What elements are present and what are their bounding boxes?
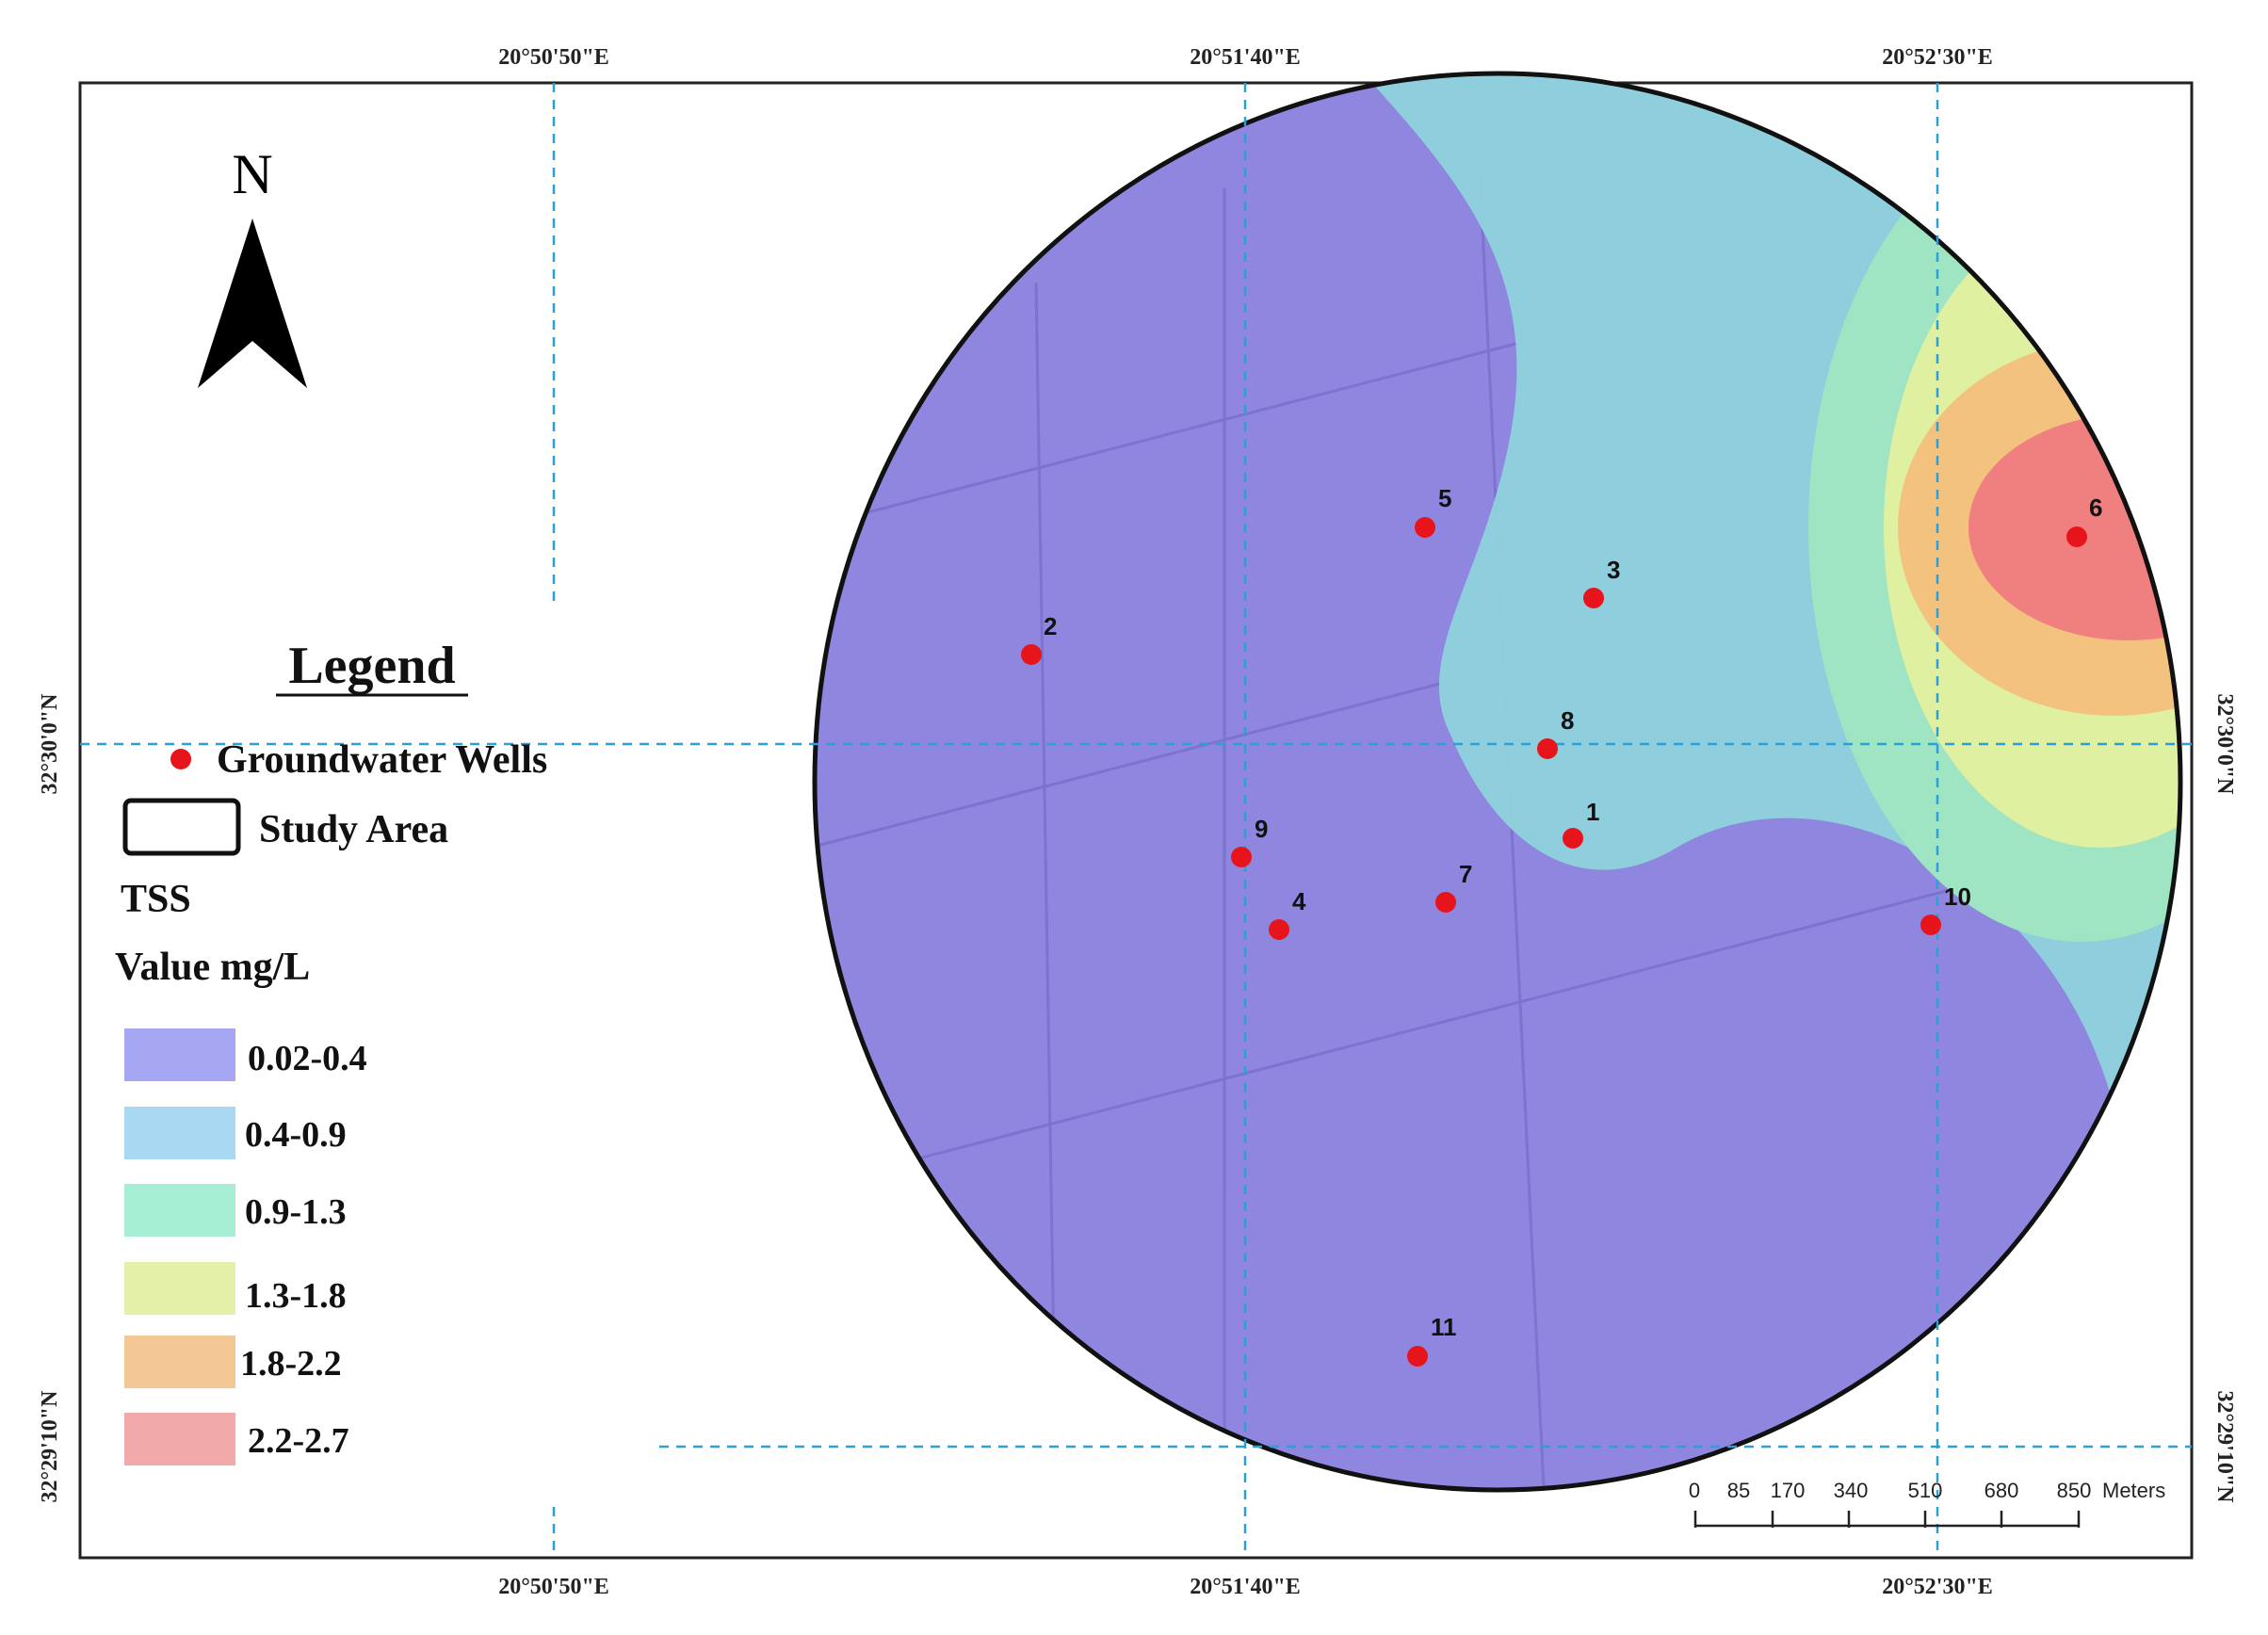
- coord-bottom-3: 20°52'30"E: [1882, 1575, 1993, 1599]
- well-label-10: 10: [1944, 882, 1971, 911]
- legend-unit-label: Value mg/L: [115, 946, 310, 989]
- well-6[interactable]: 6: [2066, 494, 2102, 547]
- class-label-5: 1.8-2.2: [240, 1344, 342, 1384]
- coord-left-2: 32°29'10"N: [38, 1390, 62, 1503]
- north-arrow: N: [198, 143, 307, 388]
- well-11[interactable]: 11: [1407, 1313, 1457, 1367]
- north-label: N: [232, 143, 272, 205]
- class-swatch-5: [124, 1336, 235, 1388]
- class-swatch-6: [124, 1413, 235, 1465]
- graticule: [80, 83, 2192, 1558]
- legend-variable: TSS: [121, 878, 191, 921]
- class-swatch-4: [124, 1262, 235, 1315]
- study-area-surface: [815, 73, 2180, 1490]
- well-9[interactable]: 9: [1231, 815, 1268, 867]
- legend-well-symbol: [170, 749, 191, 769]
- well-label-2: 2: [1044, 612, 1057, 640]
- scale-tick-850: 850: [2057, 1479, 2092, 1502]
- scale-tick-85: 85: [1727, 1479, 1750, 1502]
- scale-unit: Meters: [2102, 1479, 2165, 1502]
- well-1[interactable]: 1: [1563, 798, 1599, 849]
- scale-bar: 0 85 170 340 510 680 850 Meters: [1689, 1479, 2165, 1528]
- class-label-3: 0.9-1.3: [245, 1192, 347, 1232]
- legend-study-area-symbol: [122, 798, 241, 856]
- well-label-11: 11: [1431, 1313, 1457, 1341]
- class-label-4: 1.3-1.8: [245, 1276, 347, 1316]
- coord-bottom-2: 20°51'40"E: [1190, 1575, 1301, 1599]
- well-label-5: 5: [1438, 484, 1451, 512]
- north-arrow-icon: [198, 219, 307, 388]
- coord-top-3: 20°52'30"E: [1882, 45, 1993, 70]
- scale-tick-170: 170: [1771, 1479, 1806, 1502]
- coord-top-2: 20°51'40"E: [1190, 45, 1301, 70]
- well-5[interactable]: 5: [1415, 484, 1451, 538]
- legend-study-area-label: Study Area: [259, 808, 448, 851]
- class-swatch-2: [124, 1107, 235, 1159]
- class-label-2: 0.4-0.9: [245, 1115, 347, 1155]
- class-label-1: 0.02-0.4: [248, 1039, 367, 1078]
- class-swatch-1: [124, 1028, 235, 1081]
- scale-tick-340: 340: [1834, 1479, 1869, 1502]
- study-area-boundary: [812, 71, 2183, 1493]
- well-label-4: 4: [1292, 887, 1306, 915]
- coord-bottom-1: 20°50'50"E: [498, 1575, 609, 1599]
- coord-right-2: 32°29'10"N: [2212, 1391, 2237, 1504]
- well-label-1: 1: [1586, 798, 1599, 826]
- groundwater-wells: 1 2 3 4 5 6 7 8 9 10 11: [1021, 484, 2102, 1367]
- scale-tick-0: 0: [1689, 1479, 1700, 1502]
- well-label-6: 6: [2089, 494, 2102, 522]
- scale-tick-510: 510: [1908, 1479, 1943, 1502]
- coordinate-labels: 20°50'50"E 20°51'40"E 20°52'30"E 20°50'5…: [38, 45, 2237, 1599]
- well-8[interactable]: 8: [1537, 706, 1574, 759]
- coord-right-1: 32°30'0"N: [2212, 694, 2237, 796]
- class-swatch-3: [124, 1184, 235, 1237]
- well-3[interactable]: 3: [1583, 556, 1620, 608]
- well-label-7: 7: [1459, 860, 1472, 888]
- legend-classes: 0.02-0.4 0.4-0.9 0.9-1.3 1.3-1.8 1.8-2.2…: [124, 1028, 367, 1465]
- coord-left-1: 32°30'0"N: [38, 693, 62, 795]
- well-4[interactable]: 4: [1269, 887, 1306, 940]
- legend: Legend Groundwater Wells Study Area TSS …: [115, 637, 547, 1465]
- scale-tick-680: 680: [1984, 1479, 2019, 1502]
- legend-title: Legend: [288, 637, 455, 695]
- well-2[interactable]: 2: [1021, 612, 1057, 665]
- well-label-8: 8: [1561, 706, 1574, 735]
- well-7[interactable]: 7: [1435, 860, 1472, 913]
- legend-wells-label: Groundwater Wells: [217, 738, 547, 782]
- zone-2.2-2.7: [1968, 414, 2180, 640]
- well-label-3: 3: [1607, 556, 1620, 584]
- class-label-6: 2.2-2.7: [248, 1421, 349, 1461]
- well-10[interactable]: 10: [1920, 882, 1971, 935]
- well-label-9: 9: [1255, 815, 1268, 843]
- coord-top-1: 20°50'50"E: [498, 45, 609, 70]
